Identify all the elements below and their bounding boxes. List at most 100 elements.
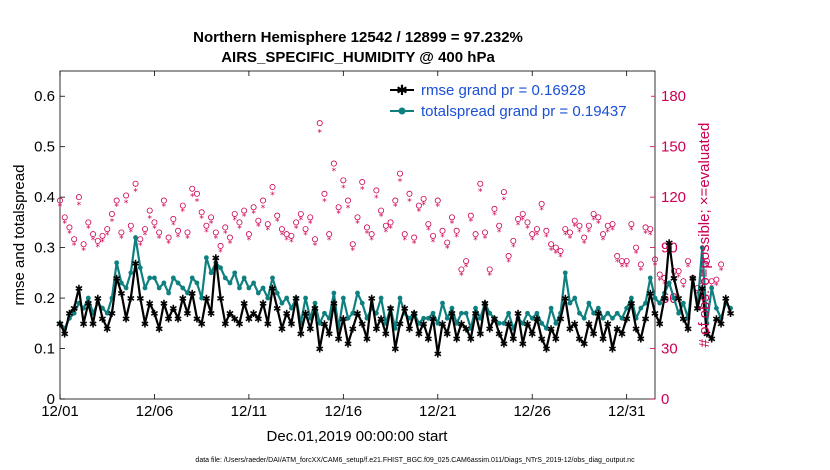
obs-evaluated-point: * — [232, 216, 237, 226]
spread-point — [123, 285, 129, 291]
rmse-point: ✱ — [537, 334, 545, 345]
obs-possible-point — [448, 214, 455, 221]
rmse-point: ✱ — [613, 324, 621, 335]
obs-evaluated-point: * — [152, 224, 157, 234]
obs-possible-point — [685, 258, 692, 265]
obs-possible-point — [118, 229, 125, 236]
spread-point — [180, 285, 186, 291]
obs-evaluated-point: * — [511, 243, 516, 253]
obs-possible-point — [477, 180, 484, 187]
y-axis-label-left: rmse and totalspread — [11, 165, 28, 306]
obs-evaluated-point: * — [181, 208, 186, 218]
obs-evaluated-point: * — [554, 250, 559, 260]
obs-evaluated-point: * — [388, 224, 393, 234]
obs-possible-point — [184, 229, 191, 236]
obs-possible-point — [241, 207, 248, 214]
obs-possible-point — [453, 227, 460, 234]
obs-evaluated-point: * — [157, 235, 162, 245]
rmse-point: ✱ — [509, 334, 517, 345]
spread-point — [572, 295, 578, 301]
obs-evaluated-point: * — [426, 226, 431, 236]
rmse-point: ✱ — [391, 345, 399, 356]
obs-evaluated-point: * — [199, 214, 204, 224]
spread-point — [350, 310, 356, 316]
rmse-point: ✱ — [656, 319, 664, 330]
rmse-point: ✱ — [533, 314, 541, 325]
spread-point — [114, 260, 120, 266]
rmse-point: ✱ — [599, 334, 607, 345]
obs-possible-point — [411, 234, 418, 241]
obs-evaluated-point: * — [138, 241, 143, 251]
obs-evaluated-point: * — [67, 229, 72, 239]
spread-point — [185, 290, 190, 296]
obs-possible-point — [486, 266, 493, 273]
obs-evaluated-point: * — [190, 192, 195, 202]
obs-evaluated-point: * — [653, 261, 658, 271]
spread-point — [161, 280, 167, 286]
rmse-point: ✱ — [98, 314, 106, 325]
rmse-point: ✱ — [155, 324, 163, 335]
spread-point — [355, 290, 360, 296]
obs-possible-point — [576, 222, 583, 229]
rmse-point: ✱ — [651, 309, 659, 320]
spread-point — [444, 315, 450, 321]
rmse-point: ✱ — [287, 319, 295, 330]
obs-possible-point — [71, 236, 78, 243]
rmse-point: ✱ — [150, 309, 158, 320]
obs-possible-point — [278, 226, 285, 233]
obs-possible-point — [175, 227, 182, 234]
obs-possible-point — [354, 214, 361, 221]
obs-possible-point — [260, 197, 267, 204]
obs-evaluated-point: * — [143, 231, 148, 241]
rmse-point: ✱ — [65, 309, 73, 320]
obs-evaluated-point: * — [303, 231, 308, 241]
obs-possible-point — [57, 197, 64, 204]
obs-possible-point — [571, 217, 578, 224]
obs-evaluated-point: * — [558, 253, 563, 263]
obs-evaluated-point: * — [289, 238, 294, 248]
rmse-point: ✱ — [179, 294, 187, 305]
obs-evaluated-point: * — [204, 228, 209, 238]
spread-point — [430, 310, 436, 316]
rmse-point: ✱ — [547, 324, 555, 335]
obs-evaluated-point: * — [502, 196, 507, 206]
rmse-point: ✱ — [169, 304, 177, 315]
obs-evaluated-point: * — [464, 263, 469, 273]
rmse-point: ✱ — [419, 319, 427, 330]
rmse-point: ✱ — [405, 324, 413, 335]
obs-possible-point — [302, 226, 309, 233]
spread-point — [317, 320, 323, 326]
rmse-point: ✱ — [712, 314, 720, 325]
obs-evaluated-point: * — [407, 198, 412, 208]
rmse-point: ✱ — [632, 324, 640, 335]
obs-evaluated-point: * — [62, 219, 67, 229]
obs-evaluated-point: * — [530, 236, 535, 246]
obs-possible-point — [562, 226, 569, 233]
rmse-point: ✱ — [523, 319, 531, 330]
spread-point — [359, 300, 365, 306]
obs-evaluated-point: * — [563, 231, 568, 241]
obs-evaluated-point: * — [251, 209, 256, 219]
rmse-point: ✱ — [339, 314, 347, 325]
y-tick-label-right: 180 — [661, 88, 686, 105]
y-tick-label-left: 0.4 — [34, 189, 55, 206]
obs-possible-point — [524, 219, 531, 226]
obs-possible-point — [99, 232, 106, 239]
obs-evaluated-point: * — [686, 263, 691, 273]
obs-possible-point — [146, 207, 153, 214]
spread-point — [425, 315, 431, 321]
obs-evaluated-point: * — [124, 199, 129, 209]
y-tick-label-right: 0 — [661, 391, 669, 408]
obs-evaluated-point: * — [355, 219, 360, 229]
obs-evaluated-point: * — [266, 226, 271, 236]
obs-evaluated-point: * — [256, 223, 261, 233]
obs-evaluated-point: * — [620, 263, 625, 273]
obs-evaluated-point: * — [147, 214, 152, 224]
spread-point — [657, 300, 663, 306]
obs-evaluated-point: * — [119, 235, 124, 245]
obs-evaluated-point: * — [185, 235, 190, 245]
obs-possible-point — [274, 212, 281, 219]
obs-evaluated-point: * — [209, 219, 214, 229]
